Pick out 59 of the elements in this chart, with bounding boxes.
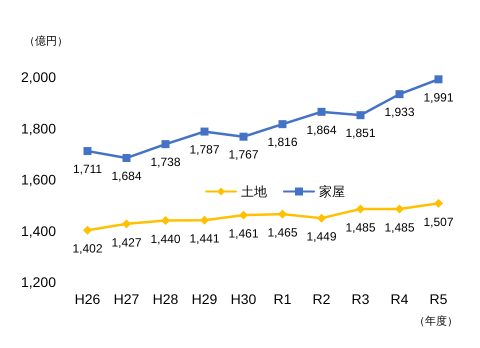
data-label: 1,485 <box>345 220 376 234</box>
point <box>200 128 208 136</box>
y-tick-label: 1,200 <box>20 274 56 290</box>
data-label: 1,402 <box>72 242 103 256</box>
data-label: 1,864 <box>306 122 337 137</box>
point <box>240 132 248 141</box>
y-tick-label: 2,000 <box>20 69 56 85</box>
x-tick-label: H27 <box>114 291 140 307</box>
data-label: 1,851 <box>345 126 376 140</box>
point <box>278 120 286 128</box>
y-tick-label: 1,800 <box>20 120 56 136</box>
point <box>161 216 170 225</box>
data-label: 1,507 <box>423 214 454 229</box>
data-label: 1,684 <box>111 168 142 183</box>
data-label: 1,485 <box>384 220 415 234</box>
point <box>278 210 287 219</box>
data-label: 1,787 <box>189 142 220 157</box>
x-tick-label: R2 <box>312 291 331 307</box>
point <box>83 226 92 235</box>
point <box>162 140 170 148</box>
data-label: 1,816 <box>267 135 298 150</box>
x-tick-label: R5 <box>430 291 448 307</box>
y-tick-label: 1,400 <box>20 222 56 239</box>
point <box>396 90 404 98</box>
data-label: 1,767 <box>228 148 259 162</box>
x-tick-label: H26 <box>74 291 101 307</box>
point <box>239 210 248 220</box>
y-tick-label: 1,600 <box>20 172 56 188</box>
data-label: 1,427 <box>111 235 142 250</box>
data-label: 1,711 <box>72 162 102 176</box>
data-label: 1,738 <box>150 155 181 170</box>
point <box>434 198 443 208</box>
data-label: 1,441 <box>189 232 220 246</box>
legend-label: 土地 <box>241 184 267 199</box>
point <box>395 204 404 214</box>
x-tick-label: H30 <box>230 291 257 307</box>
y-axis-title: （億円） <box>24 34 68 48</box>
point <box>434 75 442 84</box>
point <box>356 204 365 214</box>
point <box>317 214 326 223</box>
data-label: 1,991 <box>423 90 454 104</box>
point <box>122 154 130 162</box>
data-label: 1,449 <box>306 230 337 244</box>
x-axis-title: （年度） <box>414 314 458 328</box>
x-tick-label: R1 <box>274 291 292 307</box>
point <box>318 108 326 116</box>
point <box>84 147 92 156</box>
data-label: 1,933 <box>384 105 415 120</box>
data-label: 1,461 <box>228 226 259 241</box>
point <box>356 111 364 120</box>
point <box>200 216 209 225</box>
x-tick-label: H29 <box>192 291 218 307</box>
data-label: 1,465 <box>267 226 298 240</box>
point <box>122 219 131 228</box>
x-tick-label: R4 <box>390 291 409 307</box>
legend-label: 家屋 <box>319 184 345 199</box>
x-tick-label: H28 <box>152 291 179 307</box>
x-tick-label: R3 <box>352 291 370 307</box>
data-label: 1,440 <box>150 232 181 246</box>
